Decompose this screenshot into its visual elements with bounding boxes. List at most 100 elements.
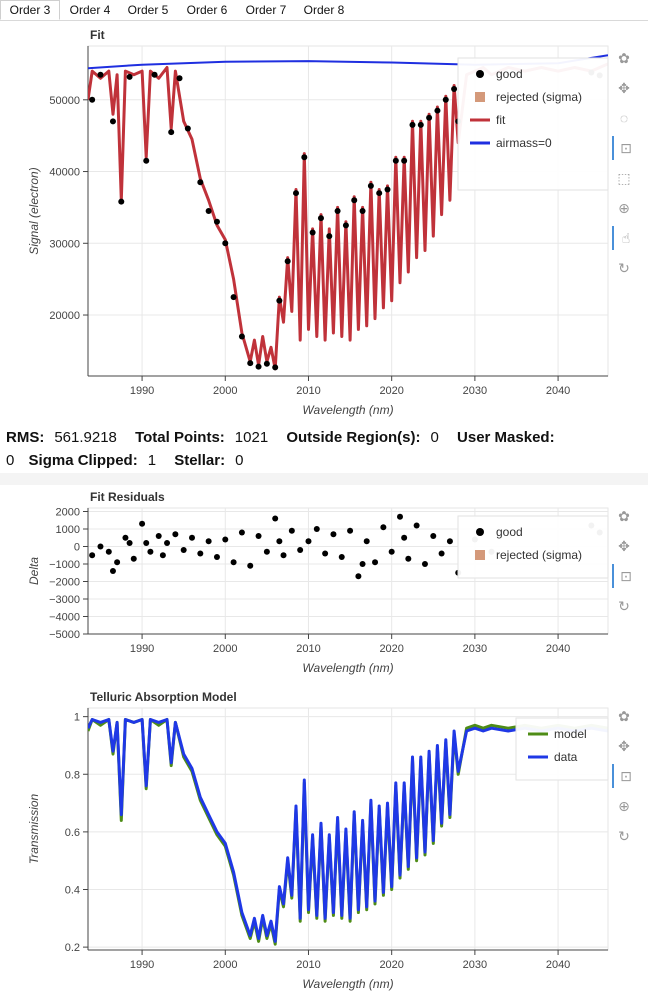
pan-icon[interactable]: ✥ — [618, 80, 630, 96]
good-point — [288, 527, 295, 534]
good-point — [272, 515, 279, 522]
reset-icon[interactable]: ↻ — [618, 598, 630, 614]
bokeh-logo-icon[interactable]: ✿ — [618, 708, 630, 724]
good-point — [347, 527, 354, 534]
good-point — [143, 157, 150, 164]
wheel-zoom-icon[interactable]: ⊕ — [618, 798, 630, 814]
good-point — [238, 529, 245, 536]
y-tick-label: 0.6 — [65, 827, 80, 839]
good-point — [405, 555, 412, 562]
good-point — [205, 208, 212, 214]
tab-order-3[interactable]: Order 3 — [0, 0, 60, 20]
good-point — [326, 233, 333, 240]
section-divider — [0, 473, 648, 485]
good-point — [197, 550, 204, 557]
x-tick-label: 2030 — [463, 959, 487, 971]
good-point — [317, 215, 324, 222]
legend-fit-label: fit — [496, 113, 506, 127]
fit-statistics: RMS: 561.9218 Total Points: 1021 Outside R… — [6, 426, 642, 472]
good-point — [434, 107, 441, 114]
good-point — [451, 86, 458, 93]
y-tick-label: −4000 — [49, 612, 80, 624]
x-tick-label: 2020 — [379, 643, 403, 655]
pan-icon[interactable]: ✥ — [618, 538, 630, 554]
x-tick-label: 2030 — [463, 643, 487, 655]
good-point — [213, 554, 220, 560]
fit-line — [88, 62, 608, 371]
data-line — [88, 718, 608, 943]
good-point — [139, 520, 146, 527]
tab-order-8[interactable]: Order 8 — [303, 3, 345, 17]
y-tick-label: −3000 — [49, 594, 80, 606]
good-point — [172, 531, 179, 538]
fit-plot[interactable]: Fit 1990 2000 2010 2020 2030 2040 20000 30000 400… — [0, 24, 648, 422]
x-axis-label: Wavelength (nm) — [302, 403, 393, 417]
pan-icon[interactable]: ✥ — [618, 738, 630, 754]
x-tick-label: 2040 — [546, 959, 570, 971]
good-point — [359, 561, 366, 567]
x-tick-label: 2010 — [296, 643, 320, 655]
tap-icon[interactable]: ☝ — [612, 226, 638, 250]
tab-order-7[interactable]: Order 7 — [245, 3, 287, 17]
good-point — [118, 198, 125, 205]
good-point — [334, 208, 341, 214]
legend-airmass-0-label: airmass=0 — [496, 136, 552, 150]
reset-icon[interactable]: ↻ — [618, 828, 630, 844]
good-point — [155, 533, 162, 539]
y-axis-label: Signal (electron) — [27, 167, 41, 254]
good-point — [147, 548, 154, 555]
good-point — [205, 538, 212, 545]
bokeh-logo-icon[interactable]: ✿ — [618, 50, 630, 66]
legend-box — [515, 717, 609, 781]
good-point — [109, 568, 116, 574]
y-tick-label: −1000 — [49, 559, 80, 571]
good-point — [97, 71, 104, 78]
good-point — [330, 531, 337, 538]
tab-order-4[interactable]: Order 4 — [69, 3, 111, 17]
good-point — [388, 548, 395, 555]
good-point — [297, 547, 304, 553]
legend-rejected-sigma-label: rejected (sigma) — [496, 548, 582, 562]
good-point — [122, 534, 129, 541]
legend-data-label: data — [554, 750, 578, 764]
total-points-label: Total Points: — [135, 429, 225, 446]
x-tick-label: 2000 — [213, 643, 237, 655]
rms-value: 561.9218 — [54, 429, 117, 446]
reset-icon[interactable]: ↻ — [618, 260, 630, 276]
good-point — [180, 547, 187, 553]
tab-order-6[interactable]: Order 6 — [186, 3, 228, 17]
telluric-model-plot[interactable]: Telluric Absorption Model 1990 2000 2010 202… — [0, 686, 648, 1005]
good-point — [372, 559, 379, 566]
good-point — [401, 534, 408, 541]
x-tick-label: 2040 — [546, 643, 570, 655]
good-point — [413, 522, 420, 529]
wheel-zoom-icon[interactable]: ⊕ — [618, 200, 630, 216]
x-tick-label: 2010 — [296, 385, 320, 397]
residuals-plot[interactable]: Fit Residuals 1990 2000 2010 2020 2030 2040 −50… — [0, 486, 648, 680]
good-point — [284, 258, 291, 265]
good-point — [421, 561, 428, 567]
good-point — [164, 540, 171, 546]
box-zoom-icon[interactable]: ⊡ — [612, 764, 638, 788]
box-zoom-icon[interactable]: ⊡ — [612, 564, 638, 588]
box-select-icon[interactable]: ⬚ — [617, 170, 631, 186]
good-point — [151, 71, 158, 78]
good-point — [384, 186, 391, 193]
legend-good-label: good — [496, 525, 523, 539]
lasso-icon[interactable]: ◌ — [619, 110, 629, 126]
bokeh-logo-icon[interactable]: ✿ — [618, 508, 630, 524]
box-zoom-icon[interactable]: ⊡ — [612, 136, 638, 160]
x-tick-label: 2010 — [296, 959, 320, 971]
series-group — [89, 513, 603, 580]
good-point — [305, 538, 312, 545]
legend-good-label: good — [496, 67, 523, 81]
chart-title: Telluric Absorption Model — [90, 690, 237, 704]
y-axis-label: Transmission — [27, 793, 41, 864]
good-point — [442, 96, 449, 103]
good-point — [309, 229, 316, 236]
good-point — [255, 363, 262, 370]
x-axis-label: Wavelength (nm) — [302, 977, 393, 991]
good-point — [159, 552, 166, 559]
good-point — [355, 573, 362, 580]
tab-order-5[interactable]: Order 5 — [127, 3, 169, 17]
